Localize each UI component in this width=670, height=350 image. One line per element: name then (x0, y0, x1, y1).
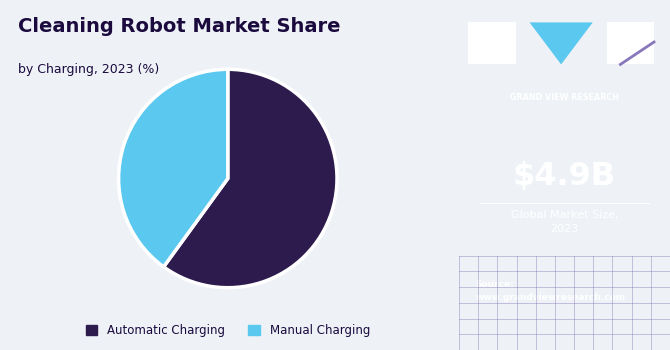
Wedge shape (163, 69, 337, 288)
Text: $4.9B: $4.9B (513, 161, 616, 192)
Text: GRAND VIEW RESEARCH: GRAND VIEW RESEARCH (510, 93, 619, 102)
Legend: Automatic Charging, Manual Charging: Automatic Charging, Manual Charging (81, 320, 375, 342)
Text: by Charging, 2023 (%): by Charging, 2023 (%) (18, 63, 159, 76)
Text: Source:
www.grandviewresearch.com: Source: www.grandviewresearch.com (476, 280, 626, 301)
Wedge shape (119, 69, 228, 267)
Bar (468, 22, 516, 64)
Polygon shape (529, 22, 593, 64)
Text: Cleaning Robot Market Share: Cleaning Robot Market Share (18, 18, 341, 36)
Bar (606, 22, 654, 64)
Text: Global Market Size,
2023: Global Market Size, 2023 (511, 210, 618, 234)
